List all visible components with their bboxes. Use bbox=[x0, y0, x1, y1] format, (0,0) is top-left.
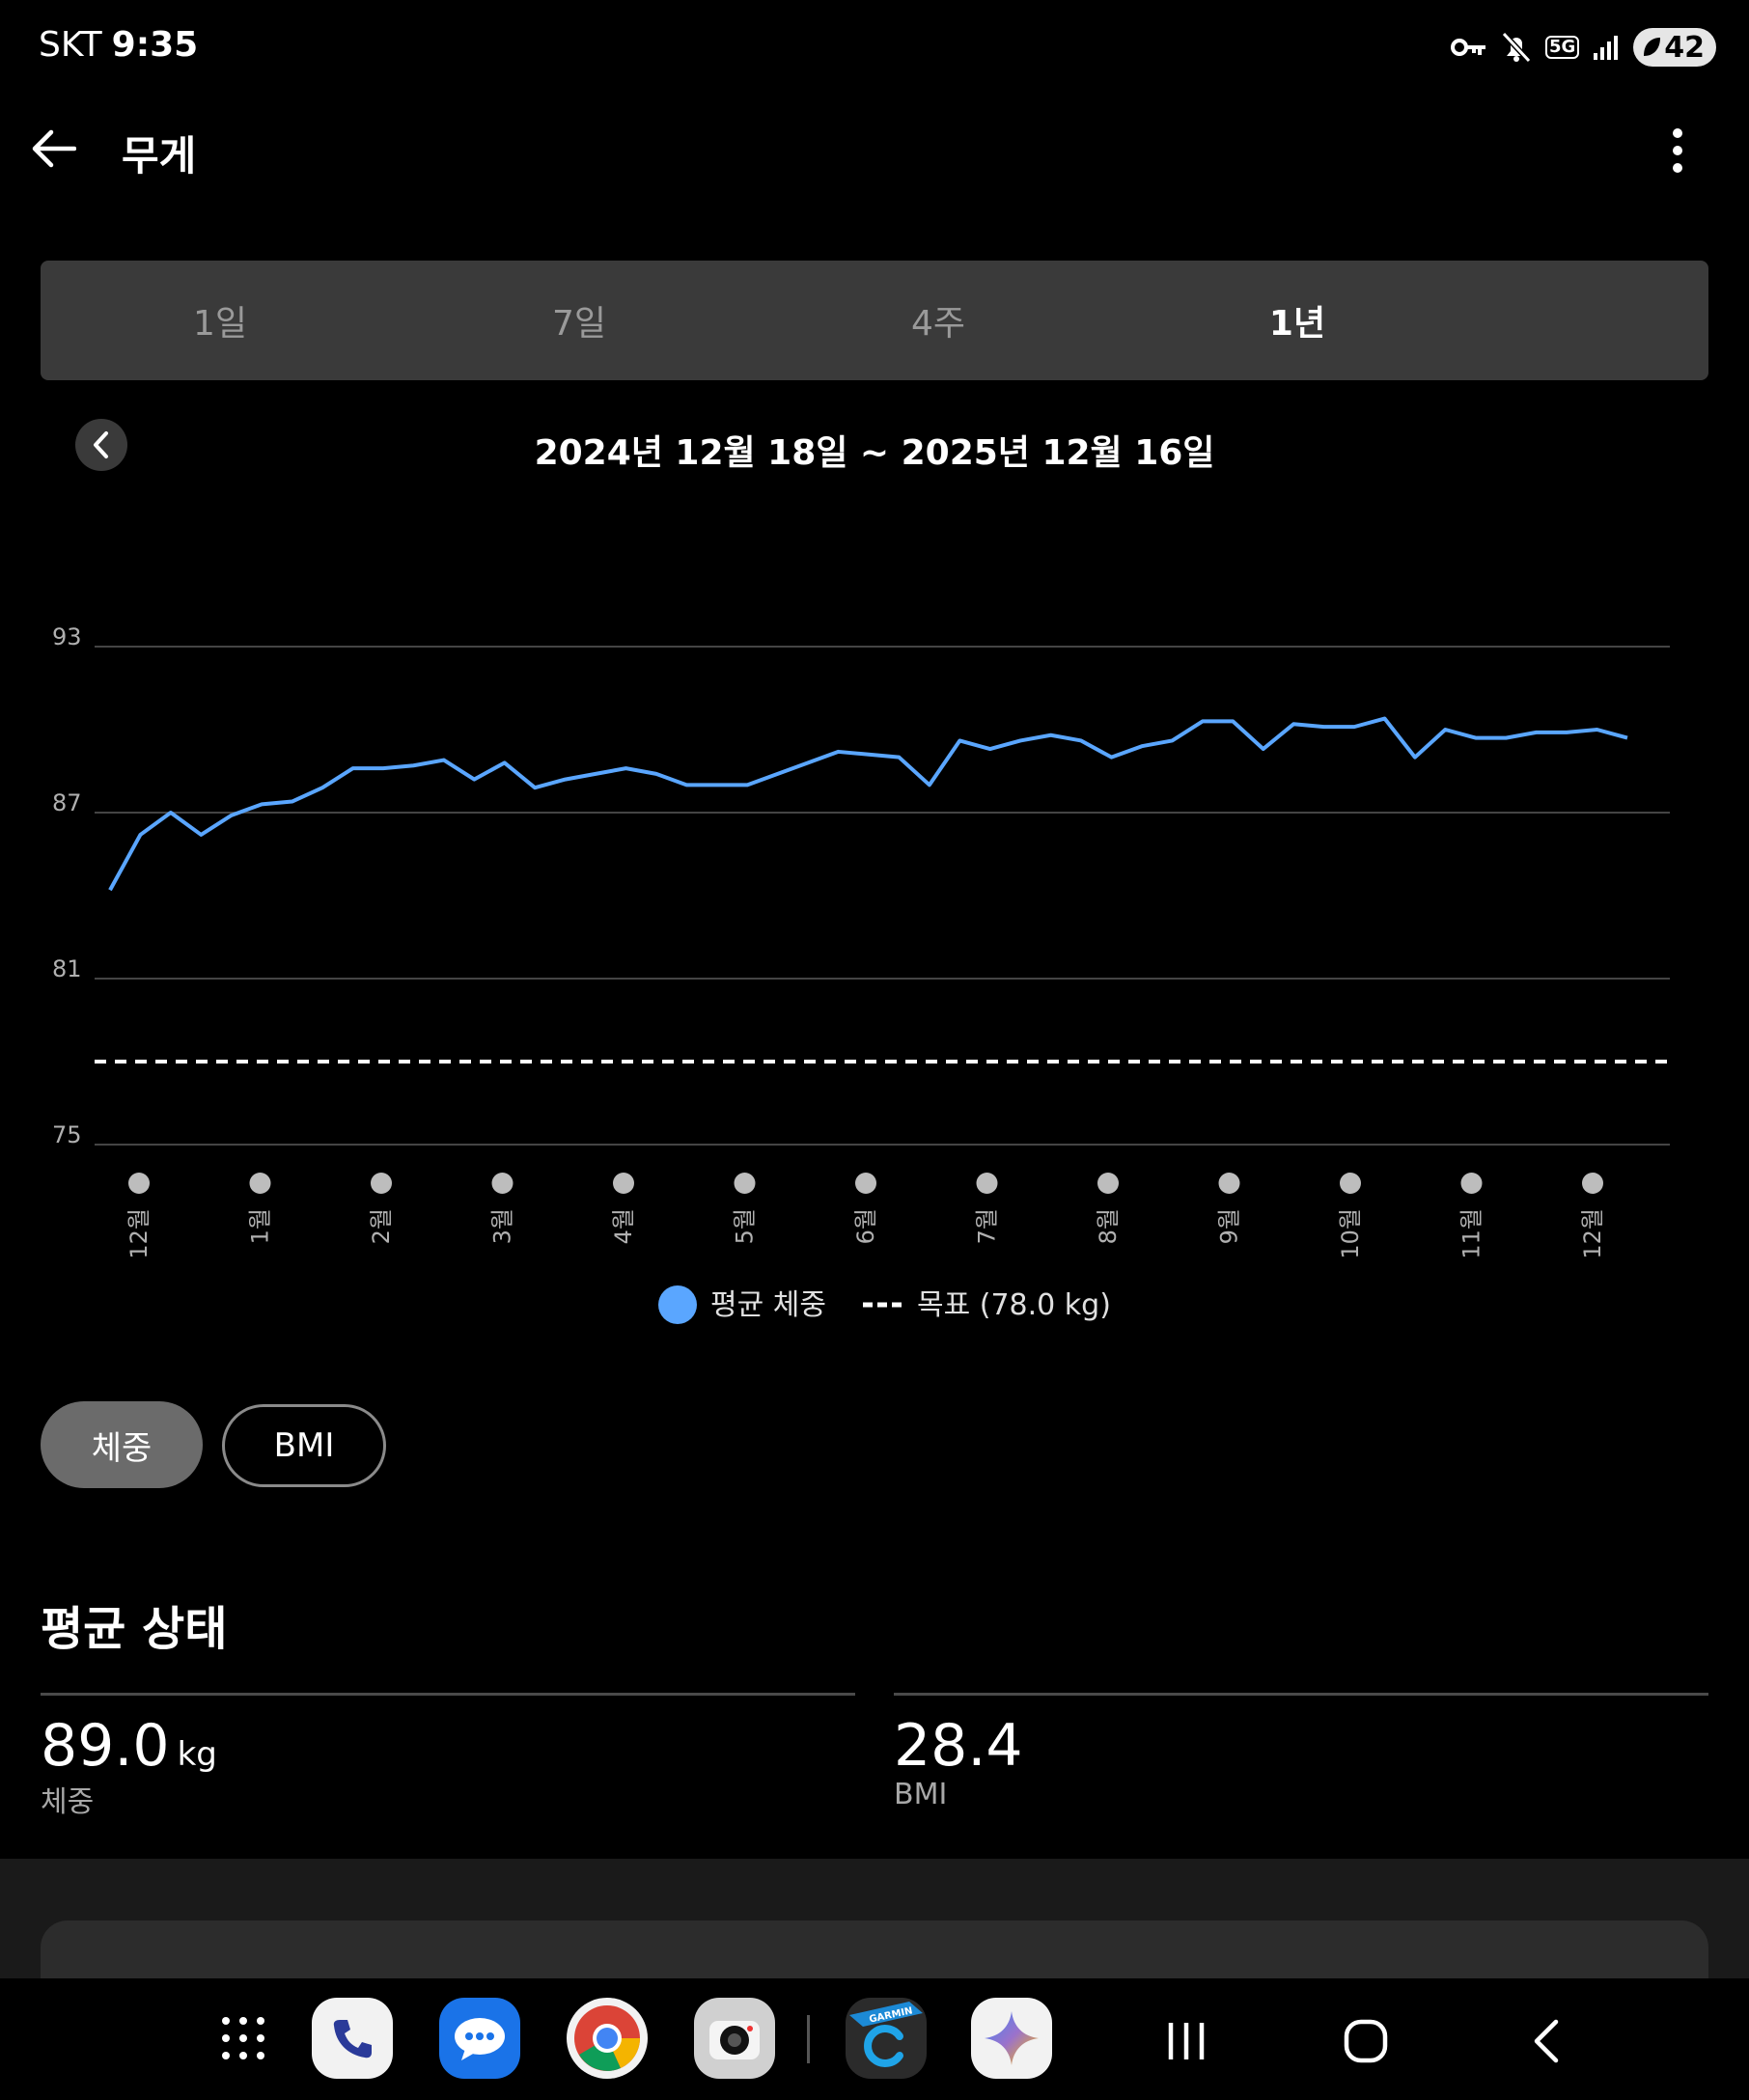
month-marker bbox=[976, 1173, 998, 1194]
month-marker bbox=[613, 1173, 634, 1194]
month-marker bbox=[491, 1173, 514, 1194]
more-options-button[interactable] bbox=[1656, 120, 1699, 181]
month-label: 6월 bbox=[852, 1208, 879, 1244]
month-label: 1월 bbox=[247, 1208, 274, 1244]
month-label: 12월 bbox=[1579, 1208, 1606, 1259]
network-label: 5G bbox=[1544, 36, 1580, 59]
tab-4-weeks[interactable]: 4주 bbox=[910, 304, 966, 344]
month-marker bbox=[1097, 1173, 1119, 1194]
mute-icon bbox=[1501, 28, 1532, 67]
status-icons: 5G 42 bbox=[1450, 25, 1716, 69]
app-drawer-icon[interactable] bbox=[203, 1998, 284, 2079]
home-icon bbox=[1344, 2019, 1388, 2063]
weight-chart: 93 87 81 75 12월 1월 2월 3월 4월 5월 6월 7월 8월 9월 10월 11월 12월평균… bbox=[52, 623, 1670, 1324]
month-marker bbox=[249, 1173, 271, 1194]
month-label: 7월 bbox=[974, 1208, 1001, 1244]
y-tick-label: 75 bbox=[52, 1121, 82, 1148]
carrier-time: SKT 9:35 bbox=[39, 25, 198, 65]
average-bmi-value: 28.4 bbox=[894, 1712, 1023, 1780]
signal-icon bbox=[1593, 28, 1620, 67]
chrome-icon[interactable] bbox=[567, 1998, 648, 2079]
weight-toggle-chip[interactable]: 체중 bbox=[41, 1401, 203, 1488]
average-weight-value: 89.0 bbox=[41, 1712, 170, 1780]
network-5g-icon: 5G bbox=[1544, 28, 1580, 67]
bmi-label: BMI bbox=[894, 1778, 948, 1811]
more-vert-icon bbox=[1673, 128, 1682, 173]
recents-button[interactable] bbox=[1152, 2007, 1220, 2075]
back-button[interactable] bbox=[25, 120, 83, 178]
taskbar-divider bbox=[807, 2015, 810, 2063]
clock: 9:35 bbox=[111, 25, 199, 65]
legend-average-weight-swatch bbox=[658, 1285, 697, 1324]
weight-unit: kg bbox=[177, 1735, 217, 1774]
date-range: 2024년 12월 18일 ~ 2025년 12월 16일 bbox=[534, 433, 1215, 473]
month-label: 10월 bbox=[1337, 1208, 1364, 1259]
y-tick-label: 93 bbox=[52, 623, 82, 650]
month-label: 9월 bbox=[1216, 1208, 1243, 1244]
weight-label: 체중 bbox=[41, 1785, 95, 1819]
month-label: 4월 bbox=[610, 1208, 637, 1244]
carrier-label: SKT bbox=[39, 25, 102, 65]
battery-level: 42 bbox=[1664, 30, 1705, 65]
bmi-toggle-chip[interactable]: BMI bbox=[222, 1404, 386, 1487]
messages-icon[interactable] bbox=[439, 1998, 520, 2079]
camera-icon[interactable] bbox=[694, 1998, 775, 2079]
period-tabs: 1일 7일 4주 1년 bbox=[41, 261, 1708, 380]
month-label: 8월 bbox=[1095, 1208, 1122, 1244]
month-marker bbox=[1582, 1173, 1603, 1194]
month-marker bbox=[128, 1173, 150, 1194]
month-marker bbox=[734, 1173, 756, 1194]
back-icon bbox=[1534, 2019, 1559, 2063]
legend-average-weight-label: 평균 체중 bbox=[710, 1288, 826, 1322]
tab-1-year[interactable]: 1년 bbox=[1268, 304, 1326, 344]
weight-divider bbox=[41, 1693, 855, 1696]
month-label: 3월 bbox=[489, 1208, 516, 1244]
nav-back-button[interactable] bbox=[1512, 2007, 1579, 2075]
month-label: 5월 bbox=[732, 1208, 759, 1244]
month-label: 2월 bbox=[368, 1208, 395, 1244]
average-weight: 89.0 kg bbox=[41, 1712, 217, 1780]
tab-1-day[interactable]: 1일 bbox=[192, 304, 248, 344]
battery-indicator: 42 bbox=[1633, 28, 1716, 67]
home-button[interactable] bbox=[1332, 2007, 1400, 2075]
month-marker bbox=[1218, 1173, 1240, 1194]
average-weight-line bbox=[108, 716, 1628, 892]
month-label: 11월 bbox=[1458, 1208, 1485, 1259]
month-marker bbox=[371, 1173, 392, 1194]
y-tick-label: 87 bbox=[52, 789, 82, 816]
month-label: 12월 bbox=[125, 1208, 153, 1259]
vpn-key-icon bbox=[1450, 28, 1487, 67]
tab-7-days[interactable]: 7일 bbox=[551, 304, 607, 344]
arrow-left-icon bbox=[32, 129, 76, 168]
gemini-icon[interactable] bbox=[971, 1998, 1052, 2079]
legend-goal-label: 목표 (78.0 kg) bbox=[917, 1288, 1111, 1322]
y-tick-label: 81 bbox=[52, 955, 82, 982]
average-status-title: 평균 상태 bbox=[41, 1602, 228, 1656]
month-marker bbox=[1460, 1173, 1483, 1194]
month-marker bbox=[1340, 1173, 1361, 1194]
garmin-connect-icon[interactable]: GARMIN bbox=[846, 1998, 927, 2079]
phone-icon[interactable] bbox=[312, 1998, 393, 2079]
charging-leaf-icon bbox=[1644, 38, 1661, 56]
bmi-divider bbox=[894, 1693, 1708, 1696]
previous-range-button[interactable] bbox=[75, 419, 127, 471]
page-title: 무게 bbox=[122, 132, 197, 180]
chevron-left-icon bbox=[94, 431, 108, 458]
recents-icon bbox=[1168, 2023, 1205, 2059]
month-marker bbox=[855, 1173, 876, 1194]
